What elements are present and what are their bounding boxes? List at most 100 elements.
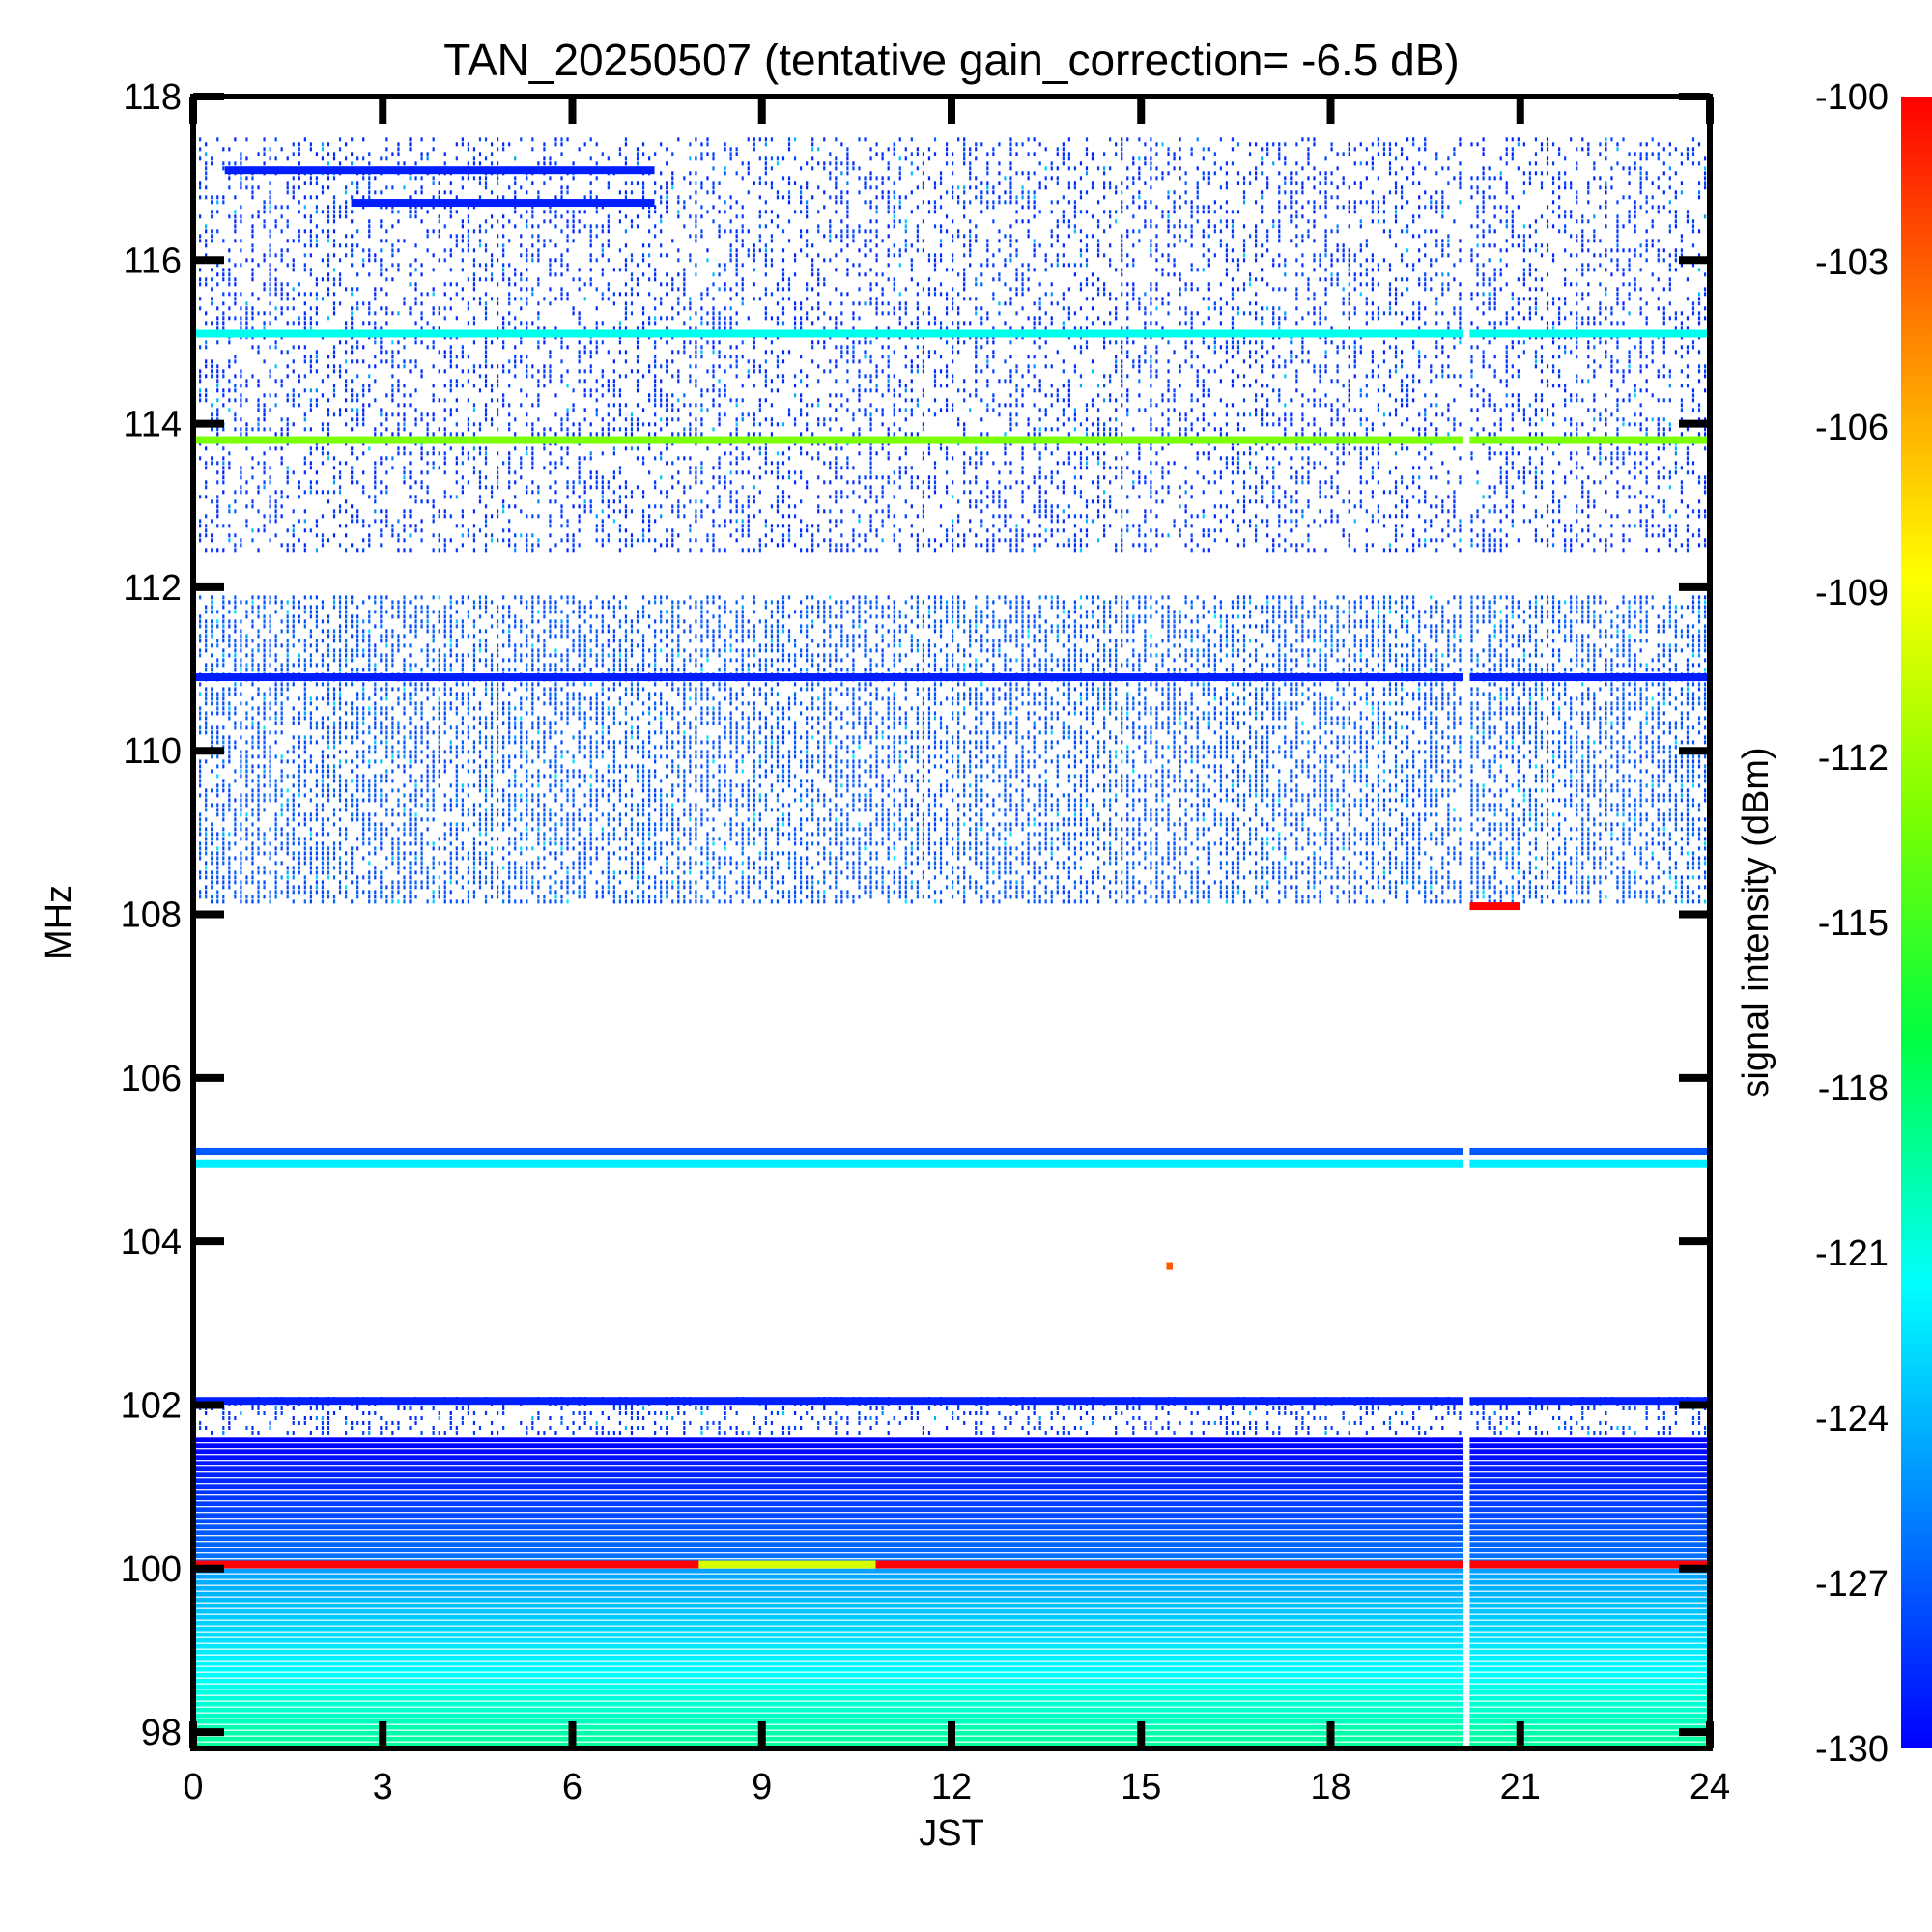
noise-cell: [1138, 156, 1141, 161]
noise-cell: [922, 219, 925, 224]
noise-cell: [1079, 263, 1083, 268]
noise-cell: [1470, 248, 1473, 253]
noise-cell: [1645, 316, 1648, 321]
noise-cell: [800, 185, 803, 190]
noise-cell: [1144, 219, 1147, 224]
noise-cell: [1441, 210, 1444, 214]
noise-cell: [1167, 147, 1170, 152]
band-row: [193, 1620, 1710, 1626]
noise-cell: [211, 234, 213, 239]
noise-cell: [1184, 345, 1187, 350]
noise-cell: [286, 185, 289, 190]
noise-cell: [449, 345, 452, 350]
noise-cell: [1680, 253, 1684, 258]
noise-cell: [1348, 152, 1350, 156]
noise-cell: [595, 224, 598, 229]
noise-cell: [1096, 224, 1100, 229]
noise-cell: [280, 282, 283, 287]
noise-cell: [869, 176, 872, 181]
noise-cell: [1348, 364, 1350, 369]
noise-cell: [1453, 152, 1456, 156]
noise-cell: [904, 224, 907, 229]
noise-cell: [1703, 292, 1707, 297]
noise-cell: [391, 277, 394, 282]
noise-cell: [420, 292, 423, 297]
noise-cell: [1255, 171, 1258, 176]
noise-cell: [1634, 248, 1636, 253]
noise-cell: [351, 306, 354, 311]
noise-cell: [1167, 171, 1170, 176]
noise-cell: [741, 176, 744, 181]
noise-cell: [724, 321, 726, 326]
noise-cell: [1056, 350, 1059, 355]
noise-cell: [630, 292, 634, 297]
noise-cell: [939, 282, 943, 287]
noise-cell: [1534, 171, 1538, 176]
noise-cell: [758, 176, 761, 181]
noise-cell: [753, 384, 755, 388]
noise-cell: [858, 166, 861, 171]
noise-cell: [1359, 142, 1362, 147]
noise-cell: [1394, 287, 1398, 292]
noise-cell: [1109, 374, 1112, 379]
noise-cell: [806, 239, 809, 243]
noise-cell: [478, 301, 482, 306]
noise-cell: [1167, 214, 1170, 219]
noise-cell: [864, 272, 867, 277]
noise-cell: [869, 282, 872, 287]
noise-cell: [1004, 200, 1007, 205]
noise-cell: [502, 214, 505, 219]
noise-cell: [636, 214, 639, 219]
noise-cell: [852, 340, 855, 345]
noise-cell: [963, 200, 966, 205]
noise-cell: [898, 263, 901, 268]
noise-cell: [222, 239, 225, 243]
noise-cell: [1476, 243, 1479, 248]
noise-cell: [1342, 205, 1345, 210]
noise-cell: [345, 340, 348, 345]
noise-cell: [1150, 224, 1152, 229]
noise-cell: [1033, 321, 1036, 326]
noise-cell: [1242, 239, 1246, 243]
noise-cell: [718, 388, 721, 393]
noise-cell: [1079, 282, 1083, 287]
noise-cell: [933, 258, 937, 263]
noise-cell: [1295, 369, 1298, 374]
noise-cell: [1511, 345, 1514, 350]
noise-cell: [963, 253, 966, 258]
noise-cell: [199, 369, 202, 374]
noise-cell: [1073, 205, 1077, 210]
noise-cell: [1144, 359, 1147, 364]
noise-cell: [1213, 210, 1216, 214]
noise-cell: [327, 239, 330, 243]
noise-cell: [1388, 374, 1392, 379]
noise-cell: [933, 205, 937, 210]
noise-cell: [345, 287, 348, 292]
noise-cell: [770, 388, 774, 393]
noise-cell: [432, 340, 435, 345]
noise-cell: [1324, 229, 1327, 234]
noise-cell: [1248, 181, 1252, 185]
noise-cell: [1208, 219, 1210, 224]
noise-cell: [1167, 224, 1170, 229]
noise-cell: [543, 326, 546, 330]
noise-cell: [781, 277, 785, 282]
noise-cell: [1418, 248, 1421, 253]
noise-cell: [887, 224, 890, 229]
noise-cell: [1319, 364, 1321, 369]
noise-cell: [1208, 345, 1210, 350]
noise-cell: [1121, 268, 1123, 272]
noise-cell: [502, 224, 505, 229]
noise-cell: [1353, 287, 1356, 292]
noise-cell: [1138, 171, 1141, 176]
noise-cell: [1150, 147, 1152, 152]
noise-cell: [443, 306, 446, 311]
noise-cell: [432, 326, 435, 330]
noise-cell: [1242, 224, 1246, 229]
noise-cell: [980, 306, 983, 311]
noise-cell: [724, 306, 726, 311]
noise-cell: [1144, 200, 1147, 205]
noise-cell: [1144, 181, 1147, 185]
noise-cell: [374, 287, 377, 292]
noise-cell: [904, 156, 907, 161]
